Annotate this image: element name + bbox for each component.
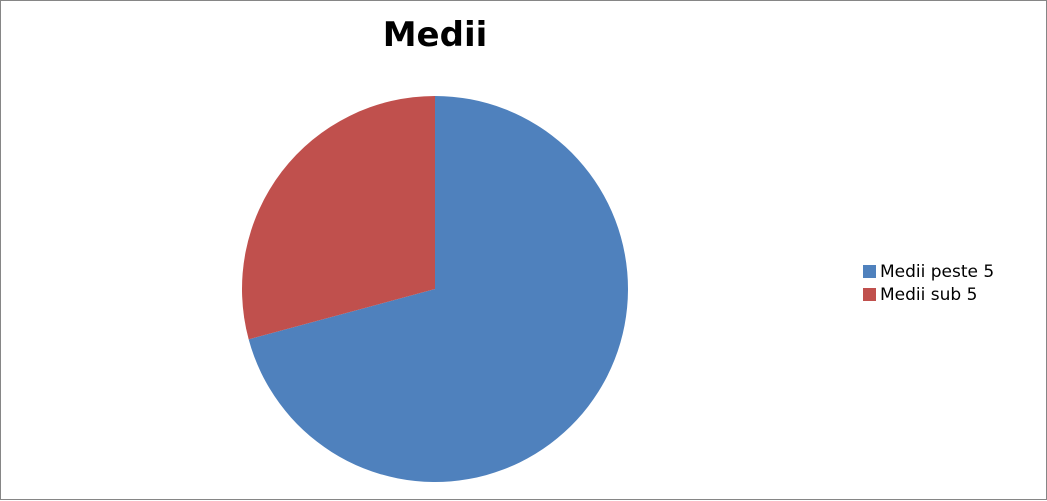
legend-swatch (863, 288, 876, 301)
pie-slice-medii-sub-5 (242, 96, 435, 340)
legend: Medii peste 5 Medii sub 5 (863, 260, 994, 306)
chart-title: Medii (382, 15, 488, 55)
legend-label: Medii sub 5 (880, 284, 978, 305)
legend-swatch (863, 265, 876, 278)
pie-slice-medii-peste-5 (248, 96, 629, 482)
legend-item-medii-peste-5: Medii peste 5 (863, 260, 994, 283)
legend-item-medii-sub-5: Medii sub 5 (863, 283, 994, 306)
legend-label: Medii peste 5 (880, 261, 995, 282)
